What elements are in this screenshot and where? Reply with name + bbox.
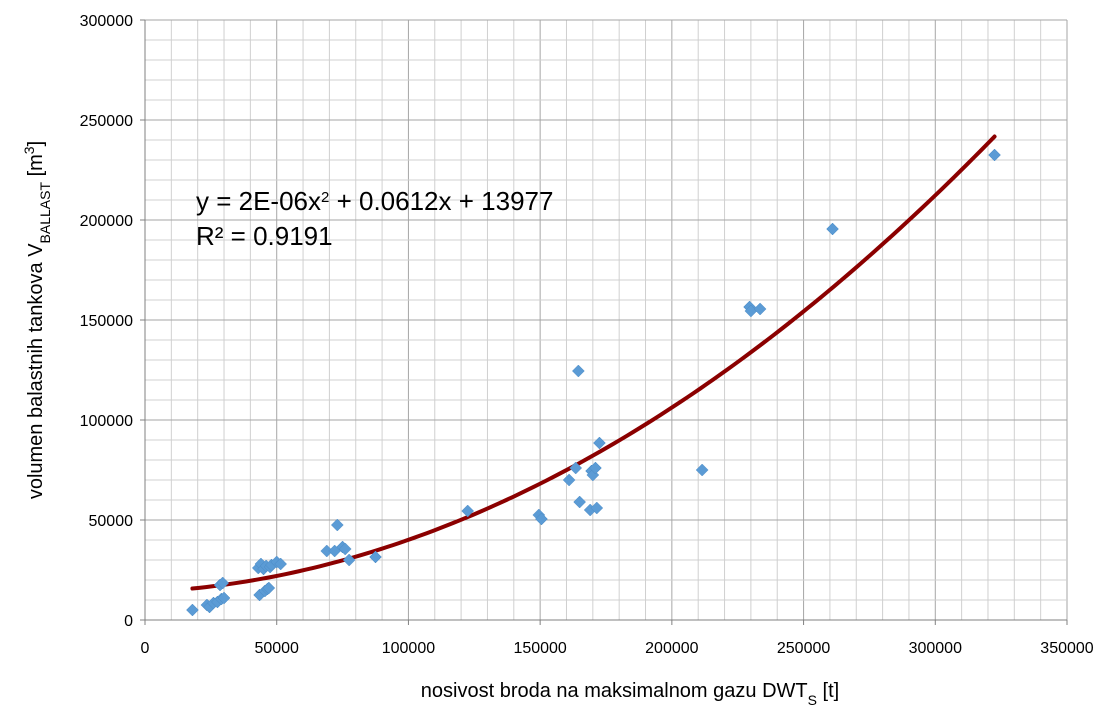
- y-tick-label: 50000: [89, 513, 134, 530]
- data-point: [262, 581, 276, 595]
- x-tick-label: 50000: [254, 640, 299, 657]
- data-point: [369, 550, 382, 564]
- data-point: [274, 557, 288, 571]
- x-tick-label: 100000: [382, 640, 435, 657]
- x-tick-labels: 0 50000 100000 150000 200000 250000 300000 3500…: [141, 640, 1094, 657]
- x-tick-label: 350000: [1040, 640, 1093, 657]
- data-point: [216, 576, 230, 590]
- x-axis-title: nosivost broda na maksimalnom gazu DWTS …: [421, 680, 839, 708]
- y-tick-label: 0: [124, 613, 133, 630]
- data-point: [562, 473, 576, 487]
- r-squared-label: R² = 0.9191: [196, 221, 333, 251]
- data-point: [535, 512, 548, 526]
- polynomial-trendline: [190, 134, 997, 591]
- data-point: [571, 364, 585, 378]
- y-tick-label: 200000: [80, 213, 133, 230]
- data-point: [217, 591, 231, 605]
- x-tick-label: 150000: [513, 640, 566, 657]
- y-tick-label: 250000: [80, 113, 133, 130]
- data-point: [342, 553, 356, 567]
- axes: [140, 19, 1068, 625]
- x-tick-label: 250000: [777, 640, 830, 657]
- x-tick-label: 200000: [645, 640, 698, 657]
- y-tick-label: 300000: [80, 13, 133, 30]
- data-point: [569, 461, 583, 475]
- data-points: [186, 148, 1001, 617]
- data-point: [573, 495, 587, 509]
- data-point: [186, 603, 199, 617]
- data-point: [593, 436, 606, 450]
- y-tick-labels: 0 50000 100000 150000 200000 250000 300000: [80, 13, 133, 630]
- trendline-equation: y = 2E-06x2 + 0.0612x + 13977: [196, 186, 553, 216]
- data-point: [330, 518, 344, 532]
- grid-lines: [144, 19, 1068, 621]
- data-point: [338, 542, 352, 556]
- data-point: [590, 501, 604, 515]
- data-point: [461, 504, 475, 518]
- x-tick-label: 300000: [909, 640, 962, 657]
- y-axis-title: volumen balastnih tankova VBALLAST [m3]: [21, 141, 53, 499]
- trendline-group: [190, 134, 997, 591]
- x-tick-label: 0: [141, 640, 150, 657]
- y-tick-label: 100000: [80, 413, 133, 430]
- data-point: [589, 461, 602, 475]
- data-point: [826, 222, 839, 236]
- data-point: [753, 302, 767, 316]
- y-tick-label: 150000: [80, 313, 133, 330]
- data-point: [988, 148, 1001, 162]
- data-point: [695, 463, 709, 477]
